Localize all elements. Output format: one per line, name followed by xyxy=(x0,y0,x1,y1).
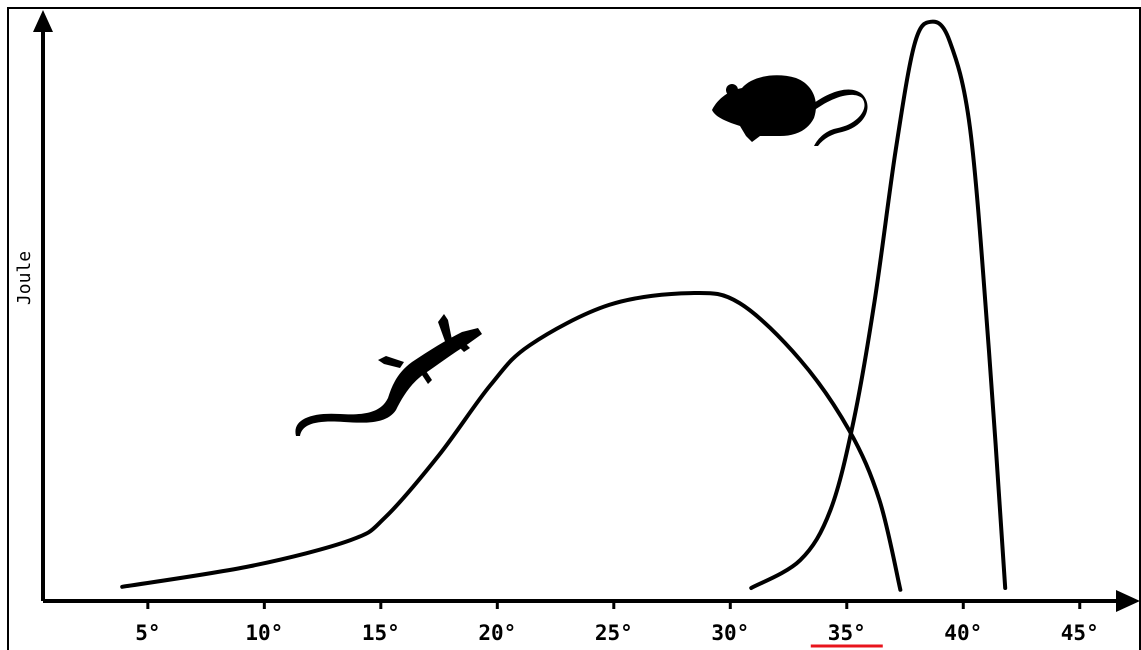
lizard-icon xyxy=(295,314,482,436)
x-tick-label: 15° xyxy=(362,621,400,645)
x-tick-label: 40° xyxy=(944,621,982,645)
x-tick-label: 5° xyxy=(135,621,160,645)
mouse-icon xyxy=(712,75,868,146)
x-tick-label: 30° xyxy=(711,621,749,645)
y-axis-arrow xyxy=(33,10,53,32)
x-axis-arrow xyxy=(1116,590,1140,612)
y-axis-label: Joule xyxy=(14,251,35,305)
x-tick-label: 45° xyxy=(1061,621,1099,645)
curve xyxy=(120,290,903,592)
x-tick-label: 35° xyxy=(828,621,866,645)
frame xyxy=(7,7,1141,650)
curve xyxy=(749,19,1008,590)
x-tick-label: 20° xyxy=(478,621,516,645)
x-tick-label: 25° xyxy=(595,621,633,645)
x-tick-label: 10° xyxy=(245,621,283,645)
